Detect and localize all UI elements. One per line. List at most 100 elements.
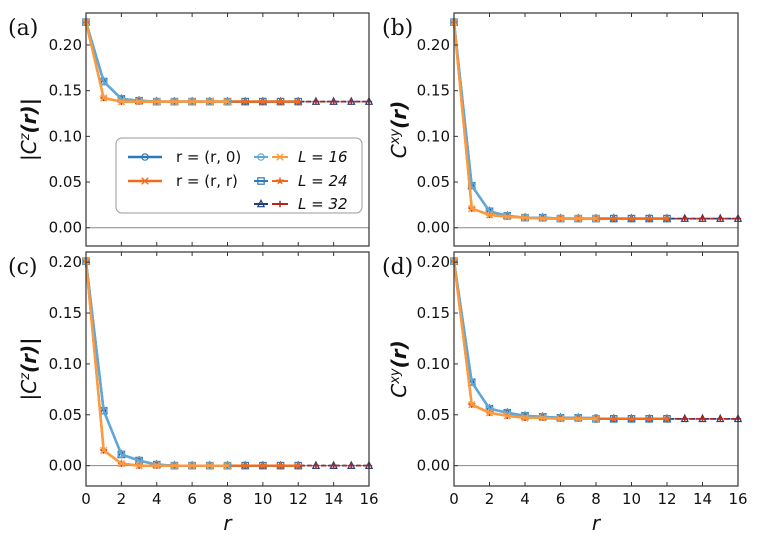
y-tick-label: 0.05 <box>49 173 82 191</box>
data-point-rr-l24 <box>293 96 303 106</box>
legend-marker-x-icon <box>276 153 284 161</box>
x-tick-label: 12 <box>657 490 676 508</box>
series-line-r0-l16 <box>84 261 228 467</box>
series-line-r0-l16 <box>84 21 228 103</box>
data-point-rr-l24 <box>662 213 672 223</box>
data-point-rr-l24 <box>662 413 672 423</box>
series-group <box>81 256 374 470</box>
y-tick-label: 0.05 <box>417 173 450 191</box>
data-point-rr-l32 <box>312 98 320 105</box>
data-point-rr-l16 <box>468 400 476 409</box>
data-point-rr-l16 <box>539 214 547 223</box>
legend-label-rr: r = (r, r) <box>176 172 238 190</box>
y-axis-label: Cxy(r) <box>387 340 411 398</box>
plot-frame <box>453 12 739 247</box>
panel-label: (a) <box>8 16 38 41</box>
data-point-rr-l32 <box>699 415 706 423</box>
x-tick-label: 8 <box>591 490 601 508</box>
y-tick-label: 0.15 <box>49 304 82 322</box>
x-tick-label: 16 <box>359 490 378 508</box>
data-point-rr-l16 <box>99 446 108 455</box>
legend-label-size: L = 24 <box>298 172 348 190</box>
series-line-rr-l16 <box>452 261 596 421</box>
data-point-rr-l24 <box>609 213 619 223</box>
y-tick-label: 0.20 <box>49 36 82 54</box>
data-point-rr-l24 <box>240 460 250 470</box>
y-axis-label-prefix: C <box>387 384 411 398</box>
data-point-rr-l16 <box>592 415 600 423</box>
x-axis-label: r <box>223 511 233 535</box>
data-point-rr-l32 <box>330 98 337 105</box>
y-axis-label-prefix: |C <box>17 140 41 161</box>
legend-label-r0: r = (r, 0) <box>176 148 241 166</box>
series-line-rr-l24 <box>84 21 299 103</box>
data-point-rr-l16 <box>135 461 143 470</box>
data-point-rr-l16 <box>574 214 582 223</box>
plot-frame <box>453 251 739 487</box>
legend-marker-circle-icon <box>141 153 149 161</box>
series-group <box>449 256 743 423</box>
legend-label-size: L = 16 <box>298 148 348 166</box>
x-tick-label: 2 <box>117 490 127 508</box>
data-point-rr-l16 <box>188 461 196 470</box>
data-point-rr-l32 <box>717 215 724 222</box>
x-tick-label: 6 <box>187 490 197 508</box>
series-line-r0-l16 <box>452 260 596 420</box>
y-tick-label: 0.15 <box>417 82 450 100</box>
x-tick-label: 6 <box>556 490 566 508</box>
data-point-rr-l16 <box>170 97 179 106</box>
data-point-rr-l24 <box>258 96 268 106</box>
data-point-rr-l16 <box>556 214 565 223</box>
y-tick-label: 0.00 <box>417 219 450 237</box>
data-point-rr-l16 <box>99 94 108 102</box>
y-axis-label: Cxy(r) <box>387 101 411 159</box>
data-point-rr-l16 <box>117 97 126 106</box>
data-point-rr-l16 <box>206 461 214 470</box>
data-point-rr-l16 <box>539 414 547 422</box>
y-tick-label: 0.10 <box>417 355 450 373</box>
y-axis-label-suffix: (r) <box>387 101 411 129</box>
data-point-rr-l24 <box>240 96 250 106</box>
data-point-rr-l32 <box>681 415 688 423</box>
data-point-rr-l16 <box>223 97 232 106</box>
data-point-rr-l16 <box>153 461 161 470</box>
data-point-rr-l32 <box>312 462 320 469</box>
series-line-rr-l24 <box>84 261 299 467</box>
data-point-rr-l16 <box>223 461 232 470</box>
series-line-rr-l32 <box>453 22 738 220</box>
x-axis-label: r <box>592 511 602 535</box>
data-point-rr-l16 <box>521 213 529 222</box>
x-tick-label: 0 <box>449 490 459 508</box>
y-axis-label-prefix: C <box>387 144 411 158</box>
data-point-rr-l16 <box>153 97 161 106</box>
panel-b: 0.00 0.05 0.10 0.15 0.20(b) Cxy(r) <box>382 12 743 247</box>
y-tick-label: 0.10 <box>49 127 82 145</box>
y-tick-label: 0.10 <box>417 127 450 145</box>
data-point-rr-l24 <box>644 413 654 423</box>
data-point-rr-l16 <box>521 414 529 422</box>
legend-label-size: L = 32 <box>298 195 348 213</box>
legend-box <box>115 137 363 214</box>
data-point-rr-l24 <box>626 413 637 423</box>
series-line-r0-l24 <box>452 22 667 220</box>
data-point-rr-l16 <box>468 204 476 213</box>
series-line-rr-l24 <box>452 22 667 220</box>
legend-marker-square-icon <box>257 177 265 185</box>
y-tick-label: 0.20 <box>49 253 82 271</box>
series-line-rr-l32 <box>453 261 738 420</box>
series-line-r0-l32 <box>85 261 369 467</box>
y-axis-label-superscript: xy <box>388 368 403 385</box>
series-line-r0-l24 <box>84 21 299 103</box>
legend-items: r = (r, 0) r = (r, r) L = 16 L = 24 L = 32 <box>128 148 348 213</box>
x-tick-label: 10 <box>622 490 641 508</box>
y-tick-label: 0.10 <box>49 355 82 373</box>
panel-label: (c) <box>8 255 38 280</box>
series-group <box>449 17 743 223</box>
series-line-rr-l16 <box>84 21 228 103</box>
y-tick-label: 0.20 <box>417 253 450 271</box>
y-axis-label-suffix: (r)| <box>17 98 41 133</box>
series-line-rr-l32 <box>85 261 369 467</box>
y-tick-label: 0.15 <box>49 82 82 100</box>
data-point-rr-l32 <box>348 462 355 469</box>
data-point-rr-l16 <box>188 97 196 106</box>
